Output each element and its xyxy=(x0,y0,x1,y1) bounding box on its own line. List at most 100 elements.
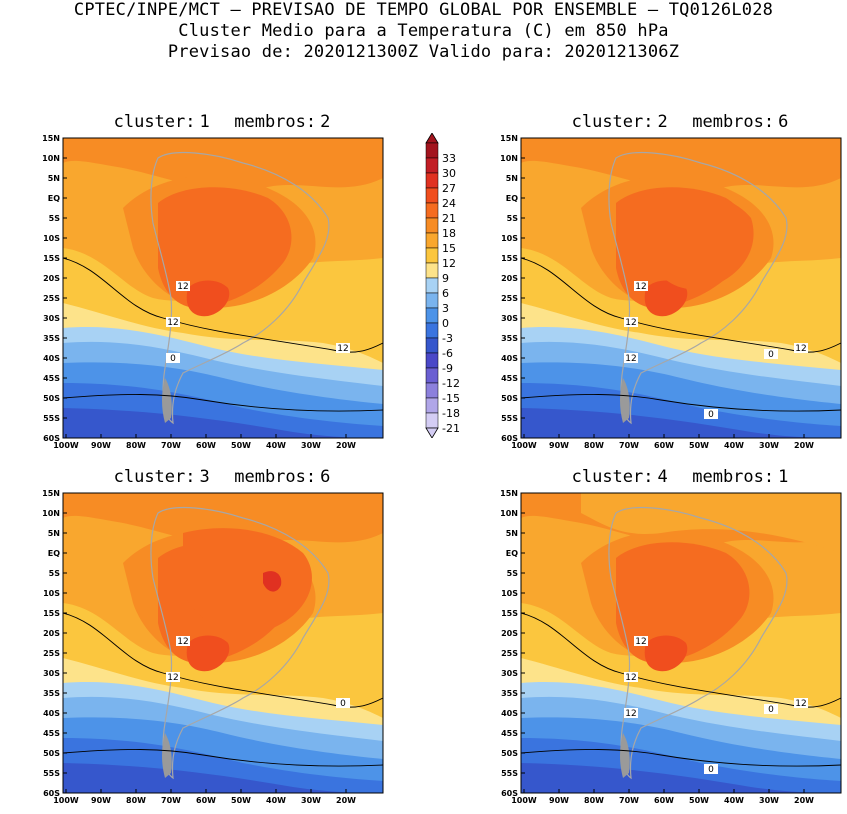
contour-12 xyxy=(521,257,841,353)
lat-tick-label: 55S xyxy=(43,414,60,423)
lon-tick-label: 40W xyxy=(266,441,286,450)
colorbar-label: 6 xyxy=(442,287,449,300)
figure-title: CPTEC/INPE/MCT – PREVISAO DE TEMPO GLOBA… xyxy=(0,0,847,63)
lat-tick-label: 5S xyxy=(49,214,61,223)
colorbar-swatch xyxy=(425,352,439,369)
title-line-3: Previsao de: 2020121300Z Valido para: 20… xyxy=(167,42,680,62)
panel-1-title: cluster: 1 membros: 2 xyxy=(62,112,382,132)
contour-label: 0 xyxy=(768,705,774,715)
lat-tick-label: 10S xyxy=(43,589,60,598)
lat-tick-label: 50S xyxy=(501,394,518,403)
lat-tick-label: 15N xyxy=(42,490,60,498)
cluster-number: 1 xyxy=(199,112,210,132)
andes-terrain xyxy=(620,733,630,778)
colorbar-bottom-arrow xyxy=(425,427,439,439)
lat-tick-label: 60S xyxy=(501,789,518,798)
lon-tick-label: 60W xyxy=(654,796,674,805)
contour-0 xyxy=(63,394,383,412)
contour-label: 12 xyxy=(795,699,806,709)
lat-tick-label: 55S xyxy=(501,414,518,423)
contour-label: 12 xyxy=(635,282,646,292)
panel-4-title: cluster: 4 membros: 1 xyxy=(520,467,840,487)
lat-tick-label: 20S xyxy=(43,274,60,283)
contour-12 xyxy=(63,257,383,353)
lat-tick-label: 25S xyxy=(501,294,518,303)
lat-tick-label: 30S xyxy=(501,314,518,323)
contour-label-box xyxy=(794,698,808,708)
contour-label-box xyxy=(624,672,638,682)
contour-label-box xyxy=(704,409,718,419)
colorbar-swatch xyxy=(425,292,439,309)
temperature-band xyxy=(521,408,841,438)
lat-tick-label: 5S xyxy=(507,214,519,223)
contour-label: 0 xyxy=(708,765,714,775)
temperature-band xyxy=(761,138,841,170)
colorbar-label: -3 xyxy=(442,332,453,345)
colorbar-label: 0 xyxy=(442,317,449,330)
lat-tick-label: 5N xyxy=(506,174,518,183)
contour-label-box xyxy=(634,636,648,646)
colorbar-swatch xyxy=(425,322,439,339)
lat-tick-label: EQ xyxy=(48,549,60,558)
andes-terrain xyxy=(162,733,172,778)
lon-tick-label: 40W xyxy=(724,441,744,450)
contour-label-box xyxy=(624,708,638,718)
lat-tick-label: 60S xyxy=(43,789,60,798)
lat-tick-label: 60S xyxy=(43,434,60,443)
colorbar-top-arrow xyxy=(425,132,439,144)
map-frame xyxy=(520,492,842,794)
lon-tick-label: 90W xyxy=(549,796,569,805)
coastline xyxy=(608,151,788,425)
lat-tick-label: 10N xyxy=(500,154,518,163)
lat-tick-label: 10N xyxy=(500,509,518,518)
map-panel-4: 15N 10N 5N EQ 5S 10S 15S 20S 25S 30S 35S 40S 45S 50S 5… xyxy=(498,489,843,814)
lat-tick-label: 40S xyxy=(43,709,60,718)
lat-tick-label: 30S xyxy=(43,669,60,678)
lat-tick-label: 5N xyxy=(506,529,518,538)
lon-tick-label: 70W xyxy=(619,441,639,450)
lat-tick-label: 40S xyxy=(43,354,60,363)
temperature-band xyxy=(63,763,383,793)
temperature-band xyxy=(183,528,312,634)
cluster-label: cluster: xyxy=(571,467,654,487)
map-panel-2: 15N 10N 5N EQ 5S 10S 15S 20S 25S 30S 35S 40S 45S 50S 5… xyxy=(498,134,843,459)
lon-tick-label: 100W xyxy=(511,796,537,805)
contour-label: 12 xyxy=(167,318,178,328)
lon-tick-label: 100W xyxy=(53,441,79,450)
cluster-label: cluster: xyxy=(113,112,196,132)
colorbar-swatch xyxy=(425,412,439,429)
lat-tick-label: 35S xyxy=(501,689,518,698)
lon-tick-label: 50W xyxy=(231,796,251,805)
lat-tick-label: 50S xyxy=(43,394,60,403)
temperature-band xyxy=(158,187,292,309)
lon-tick-label: 50W xyxy=(231,441,251,450)
lat-tick-label: 25S xyxy=(43,649,60,658)
lat-tick-label: 5S xyxy=(507,569,519,578)
lon-tick-label: 80W xyxy=(126,796,146,805)
contour-label: 12 xyxy=(625,673,636,683)
lat-tick-label: 35S xyxy=(43,689,60,698)
lon-tick-label: 30W xyxy=(759,796,779,805)
map-svg: 15N 10N 5N EQ 5S 10S 15S 20S 25S 30S 35S 40S 45S 50S 5… xyxy=(42,134,384,450)
temperature-band xyxy=(303,493,383,525)
lat-tick-label: 5N xyxy=(48,174,60,183)
colorbar-swatch xyxy=(425,262,439,279)
lon-tick-label: 20W xyxy=(336,796,356,805)
members-label: membros: xyxy=(692,112,775,132)
members-label: membros: xyxy=(234,467,317,487)
lat-tick-label: 50S xyxy=(43,749,60,758)
colorbar-label: -15 xyxy=(442,392,460,405)
lat-tick-label: 25S xyxy=(43,294,60,303)
map-panel-3: 15N 10N 5N EQ 5S 10S 15S 20S 25S 30S 35S 40S 45S 50S 5… xyxy=(40,489,385,814)
colorbar-swatch xyxy=(425,382,439,399)
lon-tick-label: 20W xyxy=(794,796,814,805)
contour-label-box xyxy=(176,281,190,291)
title-line-2: Cluster Medio para a Temperatura (C) em … xyxy=(178,21,669,41)
andes-terrain xyxy=(162,378,172,423)
lon-tick-label: 20W xyxy=(794,441,814,450)
temperature-band xyxy=(616,542,750,664)
colorbar-swatch xyxy=(425,367,439,384)
colorbar-label: 21 xyxy=(442,212,456,225)
colorbar-swatch xyxy=(425,172,439,189)
lat-tick-label: 5N xyxy=(48,529,60,538)
